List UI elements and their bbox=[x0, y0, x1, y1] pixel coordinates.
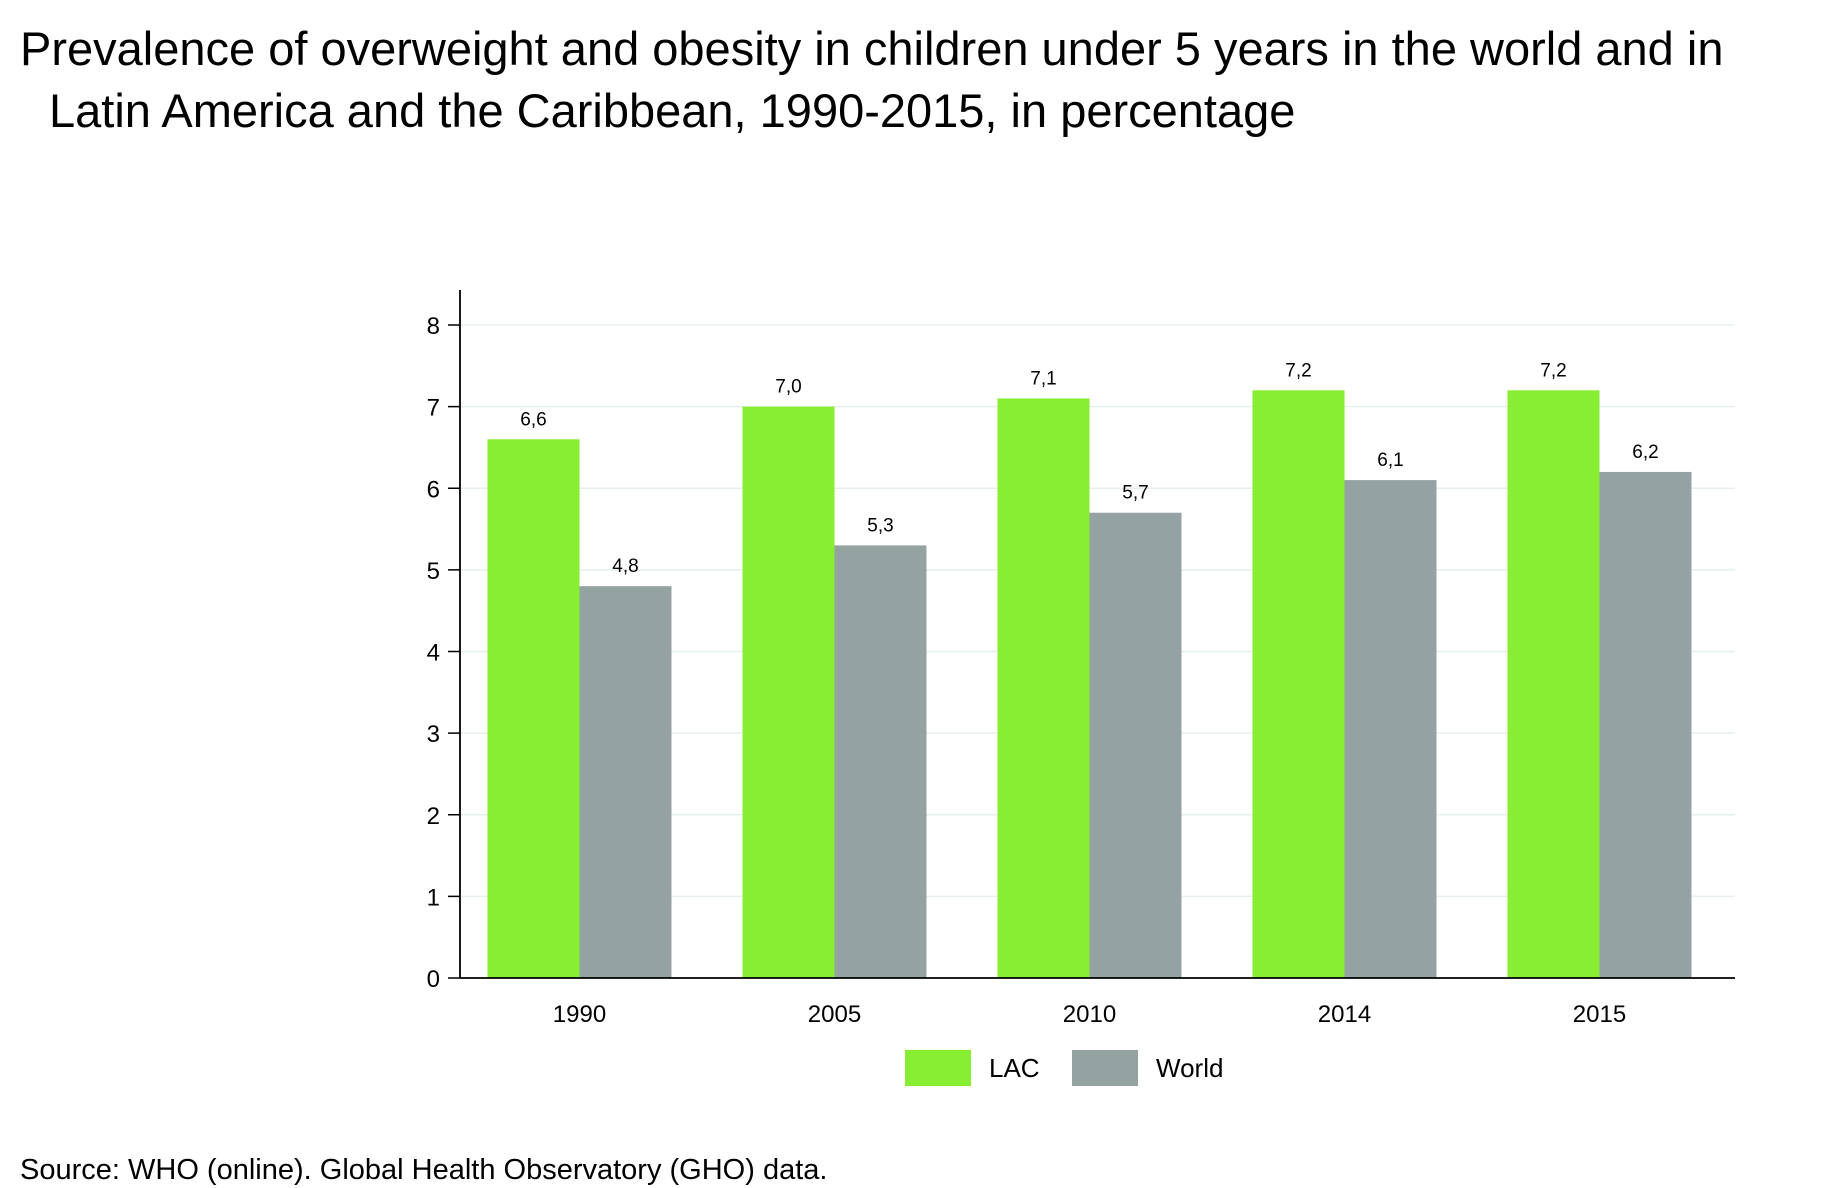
data-label-lac-2005: 7,0 bbox=[775, 377, 801, 398]
bar-world-2015 bbox=[1599, 471, 1692, 978]
x-tick-label-2010: 2010 bbox=[1063, 1001, 1116, 1028]
legend: LAC World bbox=[905, 1050, 1223, 1086]
legend-swatch-world bbox=[1072, 1050, 1138, 1086]
bar-lac-2010 bbox=[997, 398, 1090, 978]
bar-world-2005 bbox=[834, 545, 927, 978]
bar-world-2010 bbox=[1089, 512, 1182, 978]
y-tick-label: 2 bbox=[427, 803, 440, 830]
data-label-world-2010: 5,7 bbox=[1122, 483, 1148, 504]
legend-label-lac: LAC bbox=[989, 1053, 1040, 1083]
data-label-world-2014: 6,1 bbox=[1377, 450, 1403, 471]
legend-label-world: World bbox=[1156, 1053, 1223, 1083]
data-label-lac-2010: 7,1 bbox=[1030, 368, 1056, 389]
y-tick-label: 1 bbox=[427, 884, 440, 911]
chart-title-line-1: Prevalence of overweight and obesity in … bbox=[20, 22, 1724, 75]
x-tick-label-2014: 2014 bbox=[1318, 1001, 1371, 1028]
bar-lac-2014 bbox=[1252, 390, 1345, 978]
data-labels: 6,6 4,8 7,0 5,3 7,1 5,7 7,2 6,1 7,2 6,2 bbox=[520, 360, 1658, 577]
data-label-world-2015: 6,2 bbox=[1632, 442, 1658, 463]
x-tick-label-2015: 2015 bbox=[1573, 1001, 1626, 1028]
x-tick-label-2005: 2005 bbox=[808, 1001, 861, 1028]
y-tick-label: 3 bbox=[427, 721, 440, 748]
y-tick-label: 6 bbox=[427, 476, 440, 503]
data-label-lac-2014: 7,2 bbox=[1285, 360, 1311, 381]
chart-title: Prevalence of overweight and obesity in … bbox=[20, 18, 1800, 142]
bar-lac-1990 bbox=[487, 439, 580, 978]
y-tick-label: 4 bbox=[427, 640, 440, 667]
legend-swatch-lac bbox=[905, 1050, 971, 1086]
y-tick-label: 8 bbox=[427, 313, 440, 340]
y-tick-label: 5 bbox=[427, 558, 440, 585]
x-tick-label-1990: 1990 bbox=[553, 1001, 606, 1028]
bar-lac-2005 bbox=[742, 406, 835, 978]
data-label-world-1990: 4,8 bbox=[612, 556, 638, 577]
bars bbox=[487, 390, 1692, 978]
bar-lac-2015 bbox=[1507, 390, 1600, 978]
bar-world-1990 bbox=[579, 586, 672, 978]
axes: 0 1 2 3 4 5 6 7 8 1990 2005 2010 2014 2015 bbox=[427, 290, 1735, 1028]
y-tick-label: 7 bbox=[427, 395, 440, 422]
data-label-world-2005: 5,3 bbox=[867, 515, 893, 536]
data-label-lac-1990: 6,6 bbox=[520, 409, 546, 430]
y-tick-label: 0 bbox=[427, 966, 440, 993]
data-label-lac-2015: 7,2 bbox=[1540, 360, 1566, 381]
source-note: Source: WHO (online). Global Health Obse… bbox=[20, 1154, 828, 1186]
bar-world-2014 bbox=[1344, 480, 1437, 978]
chart-title-line-2: Latin America and the Caribbean, 1990-20… bbox=[49, 84, 1296, 137]
